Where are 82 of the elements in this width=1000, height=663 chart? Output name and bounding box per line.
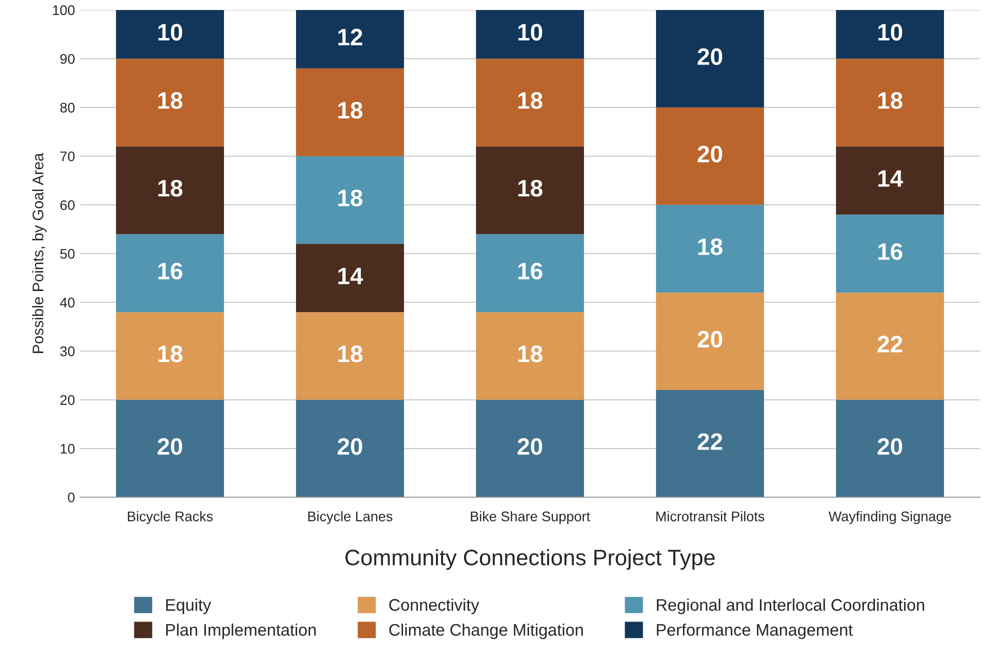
data-label: 18 — [698, 238, 722, 256]
y-axis-title: Possible Points, by Goal Area — [32, 152, 46, 353]
bar — [656, 390, 764, 498]
y-tick-label: 70 — [60, 151, 75, 162]
y-tick-label: 10 — [60, 444, 75, 454]
bar — [656, 204, 764, 293]
bar — [656, 10, 764, 108]
bar — [656, 107, 764, 205]
data-label: 22 — [878, 336, 902, 352]
bar — [116, 312, 224, 400]
data-label: 14 — [878, 170, 904, 187]
bar — [476, 234, 584, 312]
data-label: 18 — [338, 102, 362, 119]
data-label: 20 — [518, 438, 542, 455]
bar — [296, 156, 404, 244]
x-axis-title: Community Connections Project Type — [345, 549, 715, 570]
data-label: 18 — [338, 346, 362, 362]
data-label: 20 — [698, 146, 722, 162]
bar — [296, 312, 404, 400]
data-label: 14 — [338, 268, 364, 284]
data-label: 10 — [518, 24, 542, 41]
data-label: 22 — [698, 433, 722, 450]
bar — [836, 10, 944, 59]
data-label: 20 — [158, 438, 182, 455]
data-label: 18 — [518, 346, 542, 362]
y-tick-label: 0 — [68, 492, 75, 502]
y-tick-label: 90 — [60, 54, 75, 64]
data-label: 18 — [878, 92, 902, 109]
bar — [296, 400, 404, 498]
data-label: 10 — [878, 24, 902, 41]
bar — [836, 58, 944, 146]
legend-label: Connectivity — [389, 598, 480, 614]
legend-label: Plan Implementation — [166, 624, 316, 640]
bar — [836, 400, 944, 498]
data-label: 18 — [518, 92, 542, 109]
data-label: 12 — [338, 28, 362, 46]
bar — [116, 146, 224, 234]
bar — [476, 58, 584, 146]
data-label: 16 — [518, 262, 542, 280]
x-tick-label: Microtransit Pilots — [656, 511, 764, 522]
y-tick-label: 100 — [53, 5, 75, 16]
data-label: 20 — [698, 330, 722, 348]
y-tick-label: 20 — [60, 395, 75, 405]
legend-label: Equity — [166, 598, 212, 614]
data-label: 20 — [338, 438, 362, 455]
bar — [116, 400, 224, 498]
bar — [476, 146, 584, 234]
data-label: 18 — [338, 190, 362, 206]
bar — [476, 10, 584, 59]
y-tick-label: 30 — [60, 346, 75, 356]
bar — [116, 10, 224, 59]
data-label: 18 — [158, 180, 182, 197]
data-label: 20 — [878, 438, 902, 455]
legend-label: Regional and Interlocal Coordination — [656, 598, 924, 614]
data-label: 18 — [518, 180, 542, 197]
y-tick-label: 40 — [60, 298, 75, 308]
y-tick-label: 60 — [60, 200, 75, 210]
data-label: 16 — [878, 243, 902, 260]
data-label: 10 — [158, 24, 182, 41]
bar — [836, 292, 944, 400]
data-label: 16 — [158, 262, 182, 280]
bar — [656, 292, 764, 390]
bar — [296, 244, 404, 312]
bar — [296, 68, 404, 156]
legend-label: Climate Change Mitigation — [389, 624, 583, 640]
bar — [116, 234, 224, 312]
bar — [836, 146, 944, 215]
y-tick-label: 80 — [60, 102, 75, 113]
x-tick-label: Wayfinding Signage — [828, 511, 951, 524]
bar — [476, 400, 584, 498]
bar — [836, 214, 944, 293]
x-tick-label: Bike Share Support — [470, 511, 590, 524]
data-label: 20 — [698, 48, 722, 66]
y-tick-label: 50 — [60, 248, 75, 259]
x-tick-label: Bicycle Lanes — [308, 511, 392, 524]
bar — [116, 58, 224, 146]
data-label: 18 — [158, 92, 182, 109]
legend-label: Performance Management — [656, 624, 853, 640]
x-tick-label: Bicycle Racks — [128, 511, 213, 524]
bar — [476, 312, 584, 400]
bar — [296, 10, 404, 68]
data-label: 18 — [158, 346, 182, 362]
